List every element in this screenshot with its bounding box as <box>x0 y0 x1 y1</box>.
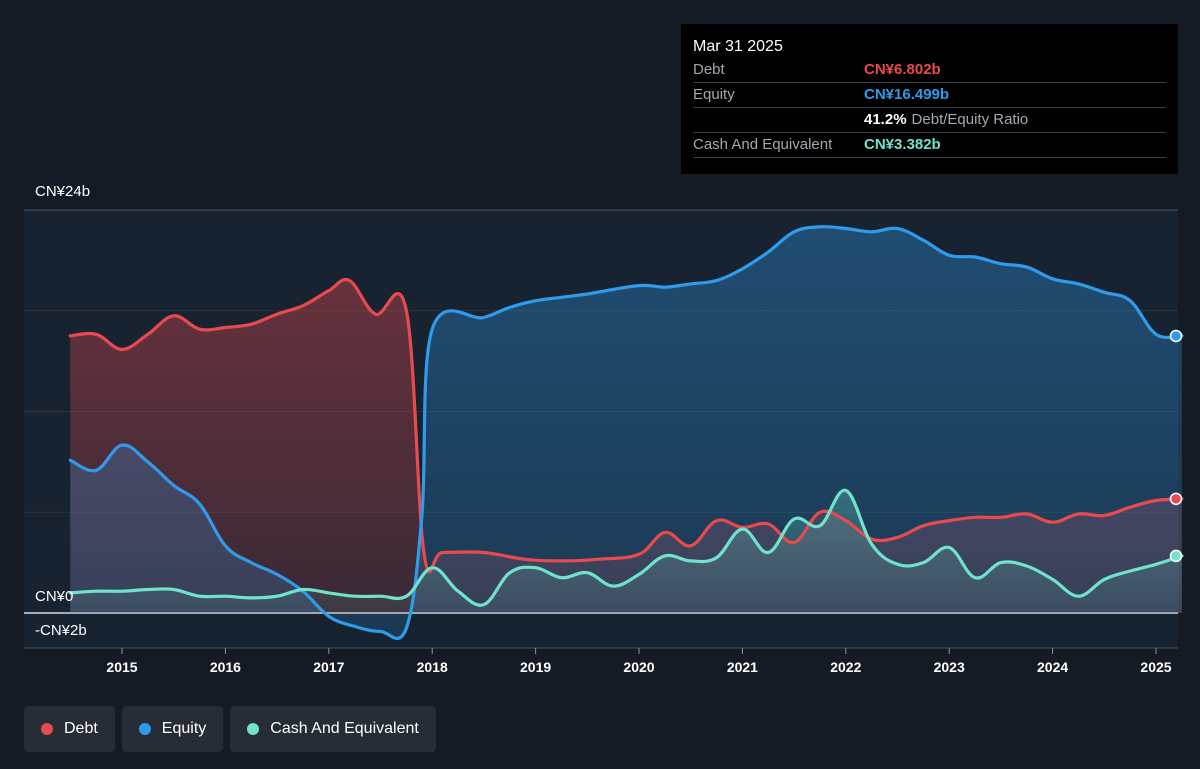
end-marker-cash <box>1169 549 1183 563</box>
tooltip-row-equity: Equity CN¥16.499b <box>693 83 1166 108</box>
legend-item-cash[interactable]: Cash And Equivalent <box>230 706 436 752</box>
y-axis-top-label: CN¥24b <box>35 183 91 200</box>
x-tick-label-2024: 2024 <box>1037 659 1068 675</box>
tooltip-ratio-label: Debt/Equity Ratio <box>911 111 1029 128</box>
tooltip-row-ratio: 41.2% Debt/Equity Ratio <box>693 108 1166 133</box>
x-tick-label-2017: 2017 <box>313 659 344 675</box>
tooltip-equity-label: Equity <box>693 86 735 103</box>
tooltip-cash-label: Cash And Equivalent <box>693 136 833 153</box>
y-axis-zero-label: CN¥0 <box>35 588 74 605</box>
tooltip-cash-value: CN¥3.382b <box>864 136 941 153</box>
x-tick-label-2019: 2019 <box>520 659 551 675</box>
line-equity <box>68 225 1184 641</box>
legend-item-equity[interactable]: Equity <box>121 706 224 752</box>
tooltip-date: Mar 31 2025 <box>693 38 783 55</box>
legend-label-debt: Debt <box>64 720 98 737</box>
x-tick-label-2015: 2015 <box>106 659 137 675</box>
end-marker-debt <box>1169 492 1183 506</box>
legend-label-equity: Equity <box>161 720 207 737</box>
x-tick-label-2021: 2021 <box>727 659 758 675</box>
tooltip-debt-label: Debt <box>693 61 725 78</box>
area-debt <box>70 279 1182 613</box>
tooltip-equity-value: CN¥16.499b <box>864 86 950 103</box>
legend-dot-debt-icon <box>41 723 53 735</box>
end-marker-equity <box>1169 329 1183 343</box>
line-cash <box>68 488 1184 607</box>
x-tick-label-2022: 2022 <box>830 659 861 675</box>
legend: Debt Equity Cash And Equivalent <box>24 706 436 752</box>
x-tick-label-2020: 2020 <box>623 659 654 675</box>
x-tick-label-2016: 2016 <box>210 659 241 675</box>
series-lines <box>68 225 1184 641</box>
tooltip-ratio-value: 41.2% <box>864 111 907 128</box>
tooltip-debt-value: CN¥6.802b <box>864 61 941 78</box>
area-cash <box>70 490 1182 613</box>
line-debt <box>68 277 1184 574</box>
legend-item-debt[interactable]: Debt <box>24 706 115 752</box>
tooltip-panel: Mar 31 2025 Debt CN¥6.802b Equity CN¥16.… <box>681 24 1178 174</box>
legend-dot-equity-icon <box>138 723 151 735</box>
tooltip-row-cash: Cash And Equivalent CN¥3.382b <box>693 133 1166 158</box>
series-end-markers <box>1169 329 1183 563</box>
tooltip-row-debt: Debt CN¥6.802b <box>693 58 1166 83</box>
legend-label-cash: Cash And Equivalent <box>270 720 419 737</box>
legend-dot-cash-icon <box>247 723 260 735</box>
x-tick-label-2018: 2018 <box>417 659 448 675</box>
x-tick-label-2023: 2023 <box>934 659 965 675</box>
y-axis-bottom-label: -CN¥2b <box>35 622 87 639</box>
x-tick-label-2025: 2025 <box>1140 659 1171 675</box>
x-axis-ticks: 2015 2016 2017 2018 2019 2020 2021 2022 2023 2024… <box>106 648 1172 675</box>
